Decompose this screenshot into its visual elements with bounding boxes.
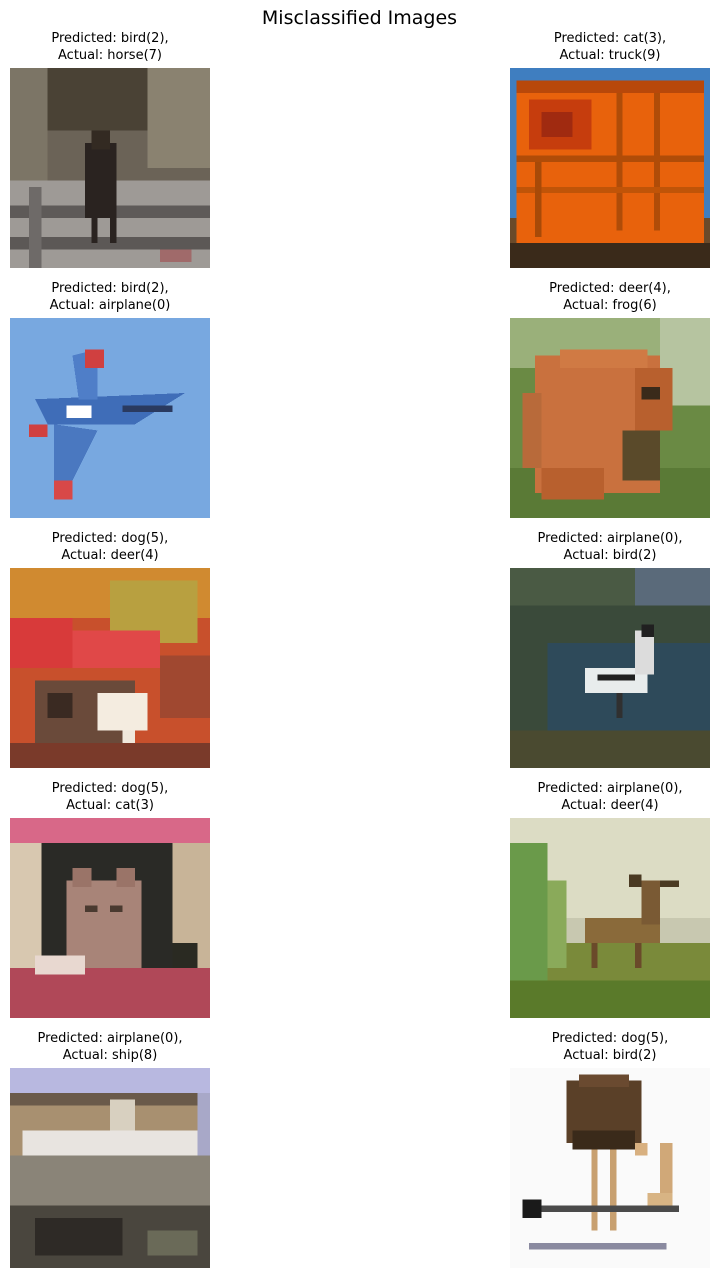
actual-label: Actual: deer(4) (561, 798, 659, 813)
actual-label: Actual: airplane(0) (49, 298, 171, 313)
predicted-label: Predicted: dog(5), (51, 781, 169, 796)
actual-label: Actual: deer(4) (61, 548, 159, 563)
predicted-label: Predicted: airplane(0), (537, 781, 683, 796)
actual-label: Actual: frog(6) (563, 298, 657, 313)
actual-label: Actual: ship(8) (62, 1048, 158, 1063)
image-title: Predicted: airplane(0), Actual: ship(8) (0, 1030, 250, 1064)
predicted-label: Predicted: dog(5), (551, 1031, 669, 1046)
actual-label: Actual: cat(3) (66, 798, 154, 813)
image-title: Predicted: bird(2), Actual: horse(7) (0, 30, 250, 64)
ship-photo (10, 1068, 210, 1268)
image-title: Predicted: airplane(0), Actual: deer(4) (470, 780, 719, 814)
predicted-label: Predicted: airplane(0), (37, 1031, 183, 1046)
predicted-label: Predicted: cat(3), (553, 31, 667, 46)
bird-photo (510, 1068, 710, 1268)
actual-label: Actual: truck(9) (559, 48, 661, 63)
actual-label: Actual: bird(2) (563, 1048, 657, 1063)
predicted-label: Predicted: bird(2), (51, 281, 169, 296)
image-title: Predicted: dog(5), Actual: cat(3) (0, 780, 250, 814)
deer-photo (10, 568, 210, 768)
image-title: Predicted: deer(4), Actual: frog(6) (470, 280, 719, 314)
predicted-label: Predicted: deer(4), (549, 281, 671, 296)
image-title: Predicted: cat(3), Actual: truck(9) (470, 30, 719, 64)
airplane-photo (10, 318, 210, 518)
predicted-label: Predicted: dog(5), (51, 531, 169, 546)
image-title: Predicted: dog(5), Actual: bird(2) (470, 1030, 719, 1064)
predicted-label: Predicted: bird(2), (51, 31, 169, 46)
actual-label: Actual: bird(2) (563, 548, 657, 563)
image-title: Predicted: dog(5), Actual: deer(4) (0, 530, 250, 564)
deer-photo (510, 818, 710, 1018)
predicted-label: Predicted: airplane(0), (537, 531, 683, 546)
bird-photo (510, 568, 710, 768)
image-title: Predicted: airplane(0), Actual: bird(2) (470, 530, 719, 564)
cat-photo (10, 818, 210, 1018)
actual-label: Actual: horse(7) (58, 48, 162, 63)
horse-photo (10, 68, 210, 268)
frog-photo (510, 318, 710, 518)
image-title: Predicted: bird(2), Actual: airplane(0) (0, 280, 250, 314)
figure-title: Misclassified Images (261, 7, 458, 29)
truck-photo (510, 68, 710, 268)
